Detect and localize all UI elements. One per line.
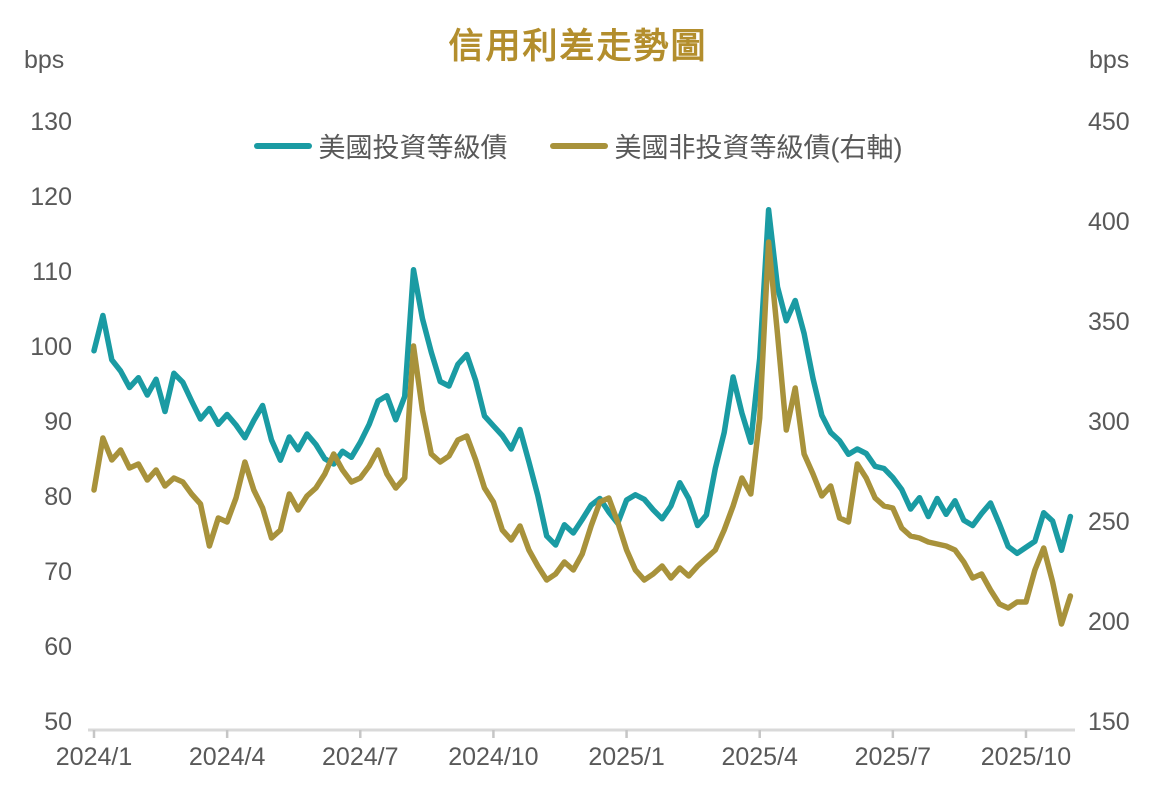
right-axis-tick-label: 250 xyxy=(1088,508,1130,536)
x-axis-tick-label: 2025/7 xyxy=(854,743,932,771)
right-axis-unit: bps xyxy=(1089,46,1130,74)
right-axis-tick-label: 450 xyxy=(1088,108,1130,136)
legend-item-high-yield: 美國非投資等級債(右軸) xyxy=(549,126,903,165)
investment-grade-line-swatch xyxy=(253,142,312,149)
chart-title: 信用利差走勢圖 xyxy=(448,27,708,66)
left-axis-tick-label: 50 xyxy=(44,708,72,736)
legend-label-high-yield: 美國非投資等級債(右軸) xyxy=(614,133,903,163)
series-lines xyxy=(91,207,1074,627)
left-axis-tick-label: 70 xyxy=(44,558,72,586)
x-axis-tick-label: 2024/10 xyxy=(448,743,539,771)
left-axis-unit: bps xyxy=(24,46,65,74)
legend-item-investment-grade: 美國投資等級債 xyxy=(253,126,508,165)
right-axis-tick-label: 300 xyxy=(1088,408,1130,436)
x-axis-tick-label: 2025/4 xyxy=(721,743,798,771)
left-axis-tick-label: 100 xyxy=(30,333,72,361)
x-axis-tick-label: 2024/1 xyxy=(55,743,133,771)
left-axis-tick-label: 60 xyxy=(44,633,72,661)
left-axis-tick-label: 80 xyxy=(44,483,72,511)
left-axis-tick-label: 110 xyxy=(32,258,72,286)
right-axis-tick-label: 350 xyxy=(1088,308,1130,336)
x-axis-tick-label: 2024/4 xyxy=(188,743,266,771)
x-axis-tick-label: 2024/7 xyxy=(322,743,399,771)
legend: 美國投資等級債 美國非投資等級債(右軸) xyxy=(0,126,1156,165)
left-axis-tick-label: 90 xyxy=(44,408,72,436)
x-axis-line xyxy=(88,728,1075,738)
x-axis-tick-label: 2025/1 xyxy=(588,743,665,771)
left-axis-tick-label: 120 xyxy=(30,183,72,211)
right-axis-tick-label: 200 xyxy=(1088,608,1130,636)
high-yield-line-swatch xyxy=(549,142,608,149)
left-axis-tick-label: 130 xyxy=(30,108,72,136)
x-axis-tick-label: 2025/10 xyxy=(980,743,1072,771)
right-axis-tick-label: 400 xyxy=(1088,208,1130,236)
right-axis-tick-label: 150 xyxy=(1088,708,1130,736)
legend-label-investment-grade: 美國投資等級債 xyxy=(318,133,508,163)
